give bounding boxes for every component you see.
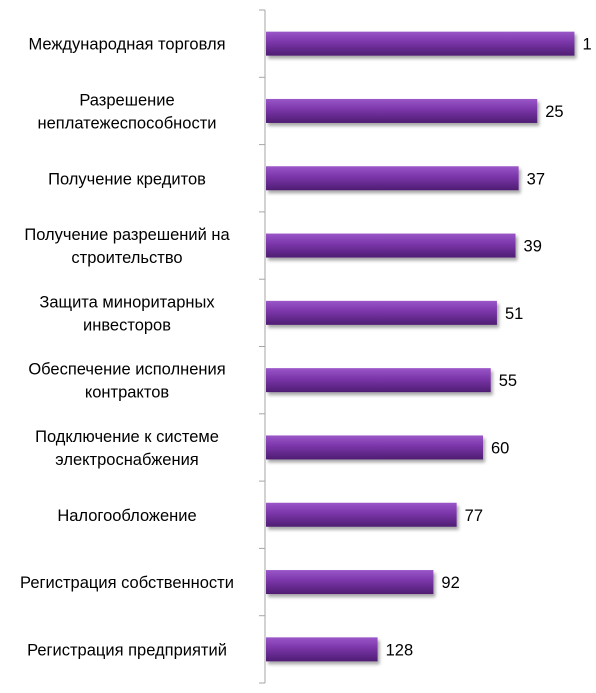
- category-label-line: Получение разрешений на: [24, 226, 230, 244]
- category-label: Получение разрешений на строительство: [24, 226, 230, 267]
- category-label-line: Получение кредитов: [48, 170, 206, 188]
- category-label-line: Налогообложение: [57, 507, 196, 525]
- value-label: 92: [441, 574, 459, 592]
- category-label: Обеспечение исполнения контрактов: [28, 361, 225, 402]
- category-labels: Международная торговля Разрешение неплатеж…: [20, 36, 234, 660]
- category-label: Разрешение неплатежеспособности: [38, 91, 217, 132]
- value-label: 55: [499, 372, 517, 390]
- bar: [266, 368, 491, 393]
- category-label-line: электроснабжения: [55, 451, 198, 469]
- value-label: 1: [582, 36, 591, 54]
- value-label: 39: [524, 238, 542, 256]
- category-label: Налогообложение: [57, 507, 196, 525]
- bar: [266, 570, 434, 595]
- bars: [266, 31, 575, 662]
- category-label-line: контрактов: [85, 384, 170, 402]
- category-label: Международная торговля: [28, 36, 225, 54]
- value-label: 60: [491, 439, 509, 457]
- category-label-line: Защита миноритарных: [39, 293, 215, 311]
- bar: [266, 166, 519, 191]
- category-label-line: Подключение к системе: [35, 428, 219, 446]
- value-label: 37: [527, 170, 545, 188]
- category-label-line: Обеспечение исполнения: [28, 361, 225, 379]
- category-label-line: инвесторов: [83, 316, 171, 334]
- category-label-line: неплатежеспособности: [38, 114, 217, 132]
- category-label: Регистрация предприятий: [27, 641, 227, 659]
- category-label-line: Международная торговля: [28, 36, 225, 54]
- value-axis: [259, 9, 266, 684]
- value-label: 77: [465, 507, 483, 525]
- bar: [266, 435, 483, 460]
- value-label: 51: [505, 305, 523, 323]
- bar: [266, 31, 575, 56]
- category-label-line: Регистрация предприятий: [27, 641, 227, 659]
- category-label: Подключение к системе электроснабжения: [35, 428, 219, 469]
- bar: [266, 233, 516, 258]
- bar: [266, 502, 457, 527]
- category-label-line: строительство: [71, 249, 182, 267]
- category-label: Получение кредитов: [48, 170, 206, 188]
- category-label: Регистрация собственности: [20, 574, 234, 592]
- value-label: 128: [386, 641, 414, 659]
- category-label-line: Разрешение: [79, 91, 174, 109]
- bar: [266, 300, 497, 325]
- bar: [266, 98, 538, 123]
- bar: [266, 637, 378, 662]
- category-label: Защита миноритарных инвесторов: [39, 293, 215, 334]
- category-label-line: Регистрация собственности: [20, 574, 234, 592]
- value-labels: 1 25 37 39 51 55 60 77 92 128: [386, 36, 592, 660]
- value-label: 25: [545, 103, 563, 121]
